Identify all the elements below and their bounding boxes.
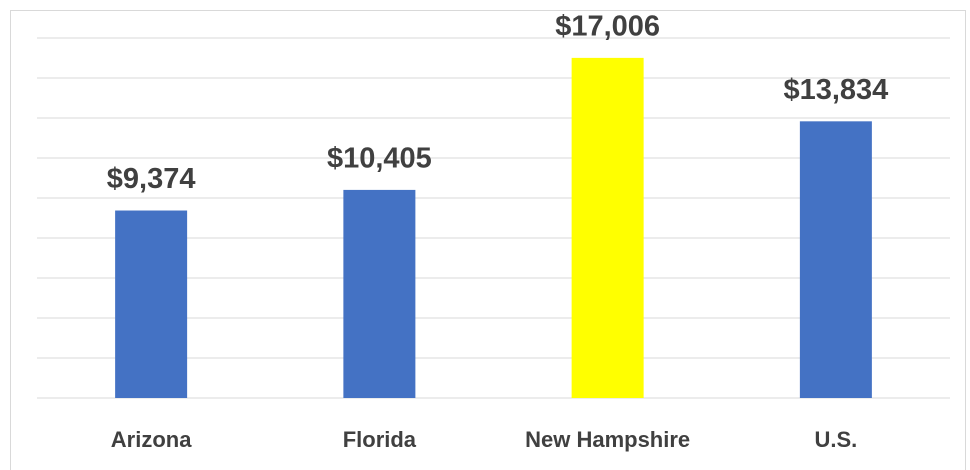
bar xyxy=(571,57,644,398)
x-tick-label: U.S. xyxy=(814,427,857,452)
value-label: $13,834 xyxy=(783,74,888,106)
value-label: $17,006 xyxy=(555,11,660,43)
bar xyxy=(799,121,872,398)
x-tick-label: New Hampshire xyxy=(525,427,690,452)
value-label: $9,374 xyxy=(107,163,196,195)
x-tick-label: Arizona xyxy=(111,427,192,452)
bar xyxy=(343,189,416,398)
value-label: $10,405 xyxy=(327,143,432,175)
chart-border xyxy=(10,10,966,470)
x-tick-label: Florida xyxy=(343,427,417,452)
bar xyxy=(115,210,188,398)
